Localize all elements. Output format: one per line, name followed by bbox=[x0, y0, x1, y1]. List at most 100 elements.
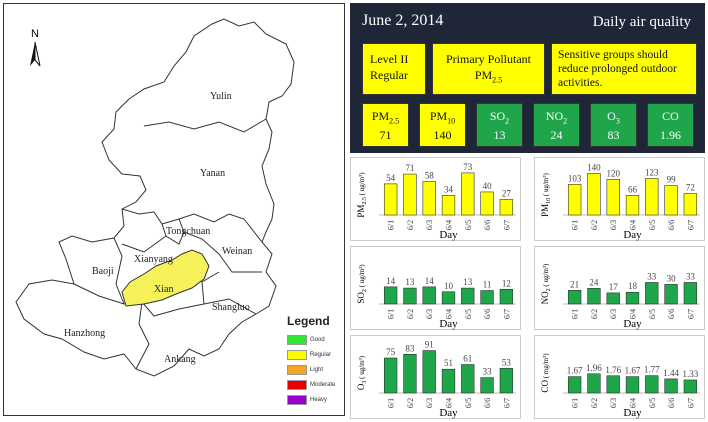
x-tick-label: 6/2 bbox=[590, 398, 599, 408]
chart-so2: SO2 ( ug/m³) 14 6/1 13 6/2 14 6/3 10 6/4 13 6/5 11 6… bbox=[350, 246, 521, 330]
bar bbox=[499, 288, 514, 305]
health-advice: Sensitive groups should reduce prolonged… bbox=[558, 49, 677, 89]
y-axis-label: CO ( mg/m³) bbox=[540, 353, 550, 393]
chart-no2-svg: NO2 ( ug/m³) 21 6/1 24 6/2 17 6/3 18 6/4 33 6/5 30 6… bbox=[540, 263, 700, 330]
x-tick-label: 6/2 bbox=[406, 220, 415, 230]
pollutant-sub: 2.5 bbox=[389, 116, 400, 126]
xian-region[interactable] bbox=[121, 249, 210, 307]
bar bbox=[499, 199, 514, 216]
bar bbox=[625, 195, 640, 216]
y-axis-label: NO2 ( ug/m³) bbox=[540, 263, 552, 304]
chart-co-svg: CO ( mg/m³) 1.67 6/1 1.96 6/2 1.76 6/3 1.67 6/4 1… bbox=[540, 353, 700, 419]
bar-value-label: 123 bbox=[645, 167, 659, 177]
pollutant-value: 140 bbox=[433, 128, 452, 143]
bar-value-label: 18 bbox=[628, 281, 638, 291]
city-label: Hanzhong bbox=[64, 328, 105, 339]
bar bbox=[403, 173, 417, 216]
bar-value-label: 17 bbox=[609, 282, 619, 292]
city-label: Yanan bbox=[200, 168, 225, 179]
border-weinan bbox=[183, 231, 262, 273]
bar-value-label: 14 bbox=[386, 276, 396, 286]
chart-so2-svg: SO2 ( ug/m³) 14 6/1 13 6/2 14 6/3 10 6/4 13 6/5 11 6… bbox=[356, 264, 516, 330]
pollutant-box-pm25: PM2.5 71 bbox=[362, 103, 409, 147]
legend-item: Heavy bbox=[287, 392, 347, 407]
bar-value-label: 51 bbox=[444, 358, 453, 368]
x-tick-label: 6/1 bbox=[571, 398, 580, 408]
x-tick-label: 6/3 bbox=[425, 398, 434, 408]
border-hanzhong-ankang bbox=[135, 301, 150, 370]
bar-value-label: 11 bbox=[483, 280, 492, 290]
pollutant-value: 24 bbox=[550, 128, 563, 143]
bar-value-label: 1.96 bbox=[586, 363, 602, 373]
city-label: Xian bbox=[154, 284, 173, 295]
x-tick-label: 6/7 bbox=[686, 220, 695, 230]
chart-co: CO ( mg/m³) 1.67 6/1 1.96 6/2 1.76 6/3 1.67 6/4 1… bbox=[534, 335, 705, 419]
pollutant-box-o3: O3 83 bbox=[590, 103, 637, 147]
y-axis-label: O3 ( ug/m³) bbox=[356, 355, 368, 390]
bar-value-label: 75 bbox=[386, 347, 396, 357]
bar-value-label: 24 bbox=[589, 277, 599, 287]
bar bbox=[587, 173, 601, 216]
x-tick-label: 6/7 bbox=[502, 309, 511, 319]
legend: Legend Good Regular Light Moderate Heavy bbox=[287, 314, 347, 407]
x-tick-label: 6/6 bbox=[483, 309, 492, 319]
pollutant-name: PM bbox=[371, 109, 390, 123]
city-label: Xianyang bbox=[134, 254, 173, 265]
bar-value-label: 14 bbox=[425, 276, 435, 286]
bar bbox=[441, 195, 456, 216]
pollutant-sub: 2 bbox=[563, 116, 568, 126]
city-label: Shangluo bbox=[212, 302, 250, 313]
chart-pm25: PM2.5 ( ug/m³) 54 6/1 71 6/2 58 6/3 34 6/4 73 6/5 4… bbox=[350, 157, 521, 241]
bar-value-label: 99 bbox=[667, 175, 677, 185]
bar-value-label: 1.67 bbox=[567, 366, 583, 376]
x-tick-label: 6/6 bbox=[483, 398, 492, 408]
bar-value-label: 103 bbox=[568, 173, 582, 183]
legend-swatch bbox=[287, 394, 307, 405]
x-tick-label: 6/7 bbox=[686, 398, 695, 408]
legend-item: Moderate bbox=[287, 377, 347, 392]
aqi-category: Regular bbox=[370, 68, 408, 82]
x-tick-label: 6/3 bbox=[425, 220, 434, 230]
bar bbox=[625, 376, 640, 394]
bar-value-label: 58 bbox=[425, 171, 435, 181]
pollutant-box-co: CO 1.96 bbox=[647, 103, 694, 147]
city-label: Weinan bbox=[222, 246, 252, 257]
x-tick-label: 6/1 bbox=[387, 398, 396, 408]
border-south bbox=[73, 283, 257, 317]
bar-value-label: 10 bbox=[444, 281, 454, 291]
legend-title: Legend bbox=[287, 314, 330, 328]
bar bbox=[645, 178, 659, 216]
x-tick-label: 6/5 bbox=[464, 309, 473, 319]
legend-swatch bbox=[287, 334, 307, 345]
city-label: Tongchuan bbox=[166, 226, 210, 237]
north-arrow-icon: N bbox=[30, 28, 41, 67]
bar-value-label: 53 bbox=[502, 357, 512, 367]
bar-value-label: 1.67 bbox=[625, 366, 641, 376]
health-advice-box: Sensitive groups should reduce prolonged… bbox=[551, 43, 697, 95]
pollutant-value: 83 bbox=[607, 128, 620, 143]
bar bbox=[683, 379, 698, 394]
bar-value-label: 13 bbox=[463, 277, 473, 287]
chart-pm25-svg: PM2.5 ( ug/m³) 54 6/1 71 6/2 58 6/3 34 6/4 73 6/5 4… bbox=[356, 162, 516, 241]
x-tick-label: 6/2 bbox=[590, 309, 599, 319]
bar bbox=[441, 291, 456, 305]
map-panel: N Yulin Yanan Tongchuan Weinan Xianyang … bbox=[3, 3, 345, 416]
bar bbox=[383, 357, 398, 394]
bar-value-label: 120 bbox=[606, 168, 620, 178]
border-yulin-yanan bbox=[143, 118, 267, 133]
border-shangluo bbox=[201, 271, 220, 305]
bar-value-label: 140 bbox=[587, 162, 601, 172]
pollutant-value: 71 bbox=[379, 128, 392, 143]
bar bbox=[461, 364, 475, 394]
bar-value-label: 71 bbox=[405, 163, 414, 173]
x-tick-label: 6/5 bbox=[648, 309, 657, 319]
legend-label: Moderate bbox=[310, 381, 336, 388]
pollutant-sub: 2 bbox=[505, 116, 510, 126]
bar-value-label: 66 bbox=[628, 184, 638, 194]
bar-value-label: 27 bbox=[502, 188, 512, 198]
north-label: N bbox=[31, 28, 39, 40]
bar-value-label: 1.44 bbox=[663, 368, 679, 378]
bar-value-label: 33 bbox=[483, 367, 493, 377]
legend-label: Regular bbox=[310, 351, 332, 358]
bar-value-label: 1.33 bbox=[682, 369, 698, 379]
